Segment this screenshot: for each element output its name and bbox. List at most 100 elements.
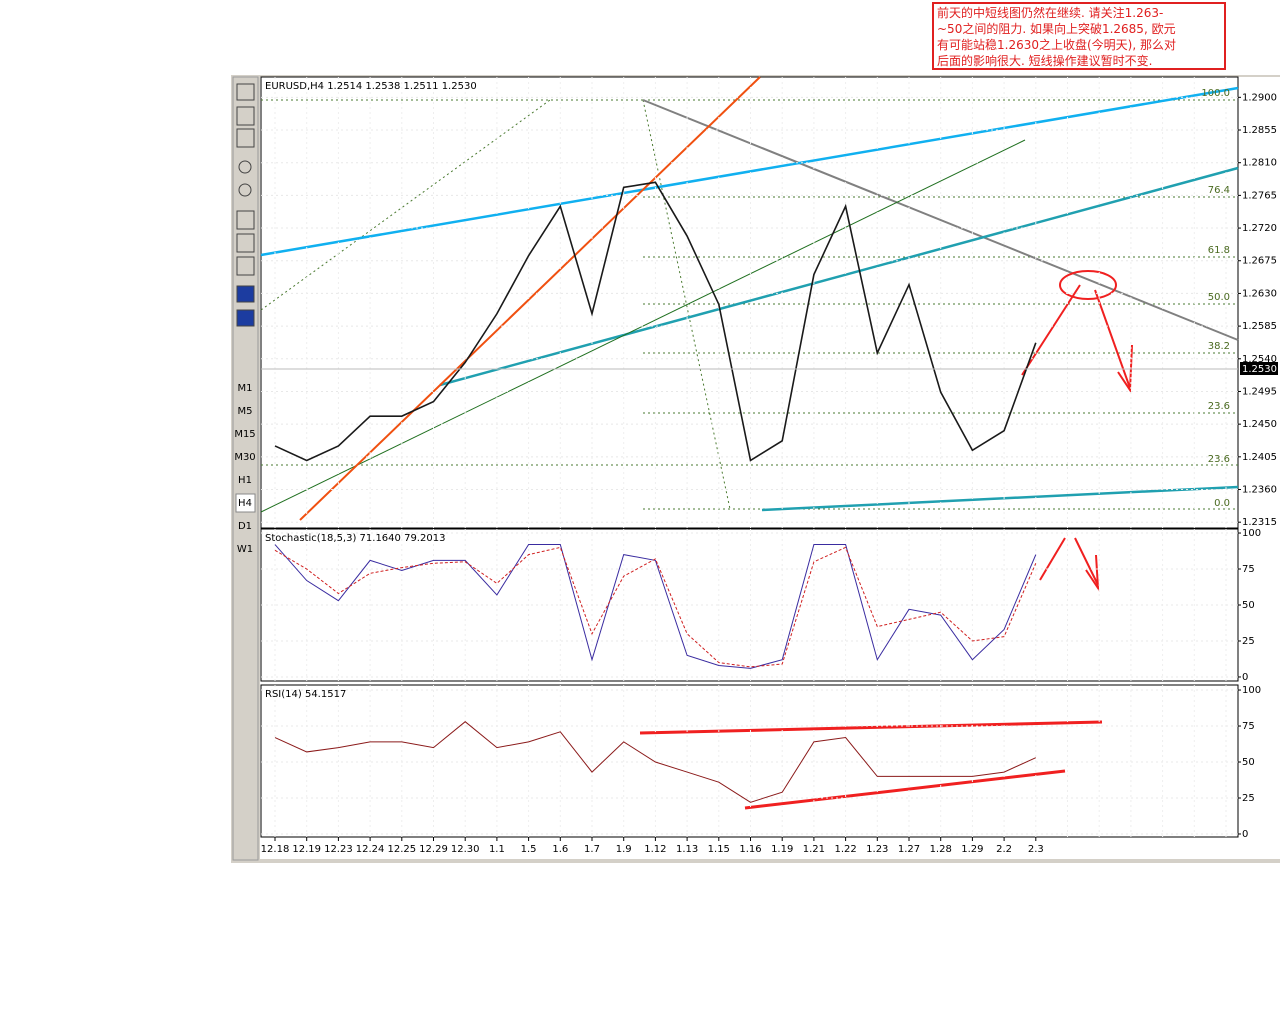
tool-line[interactable] — [236, 128, 255, 148]
x-tick-label: 1.1 — [489, 844, 505, 855]
fib-label: 23.6 — [1208, 454, 1230, 465]
x-tick-label: 12.18 — [261, 844, 290, 855]
y-tick-label: 1.2765 — [1242, 190, 1277, 201]
fib-label: 61.8 — [1208, 245, 1230, 256]
y-tick-label: 1.2495 — [1242, 386, 1277, 397]
period-button[interactable]: M5 — [238, 406, 253, 417]
toolbar — [232, 76, 259, 861]
x-tick-label: 1.12 — [644, 844, 666, 855]
annotations — [639, 270, 1133, 810]
trend-lines — [260, 76, 1239, 521]
period-button[interactable]: M15 — [234, 429, 255, 440]
x-tick-label: 1.13 — [676, 844, 698, 855]
y-tick-label: 1.2540 — [1242, 354, 1277, 365]
x-tick-label: 1.16 — [739, 844, 761, 855]
fib-label: 0.0 — [1214, 498, 1230, 509]
comment-line: 后面的影响很大. 短线操作建议暂时不变. — [937, 54, 1153, 68]
comment-line: 有可能站稳1.2630之上收盘(今明天), 那么对 — [937, 38, 1176, 52]
period-button[interactable]: W1 — [237, 544, 253, 555]
panel-title: RSI(14) 54.1517 — [265, 689, 346, 700]
chart-area — [260, 77, 1280, 859]
tool-candles[interactable] — [236, 106, 255, 126]
x-tick-label: 12.25 — [387, 844, 416, 855]
data-line — [274, 546, 1037, 668]
y-tick-label: 1.2315 — [1242, 517, 1277, 528]
y-tick-label: 1.2675 — [1242, 256, 1277, 267]
y-tick-label: 50 — [1242, 757, 1255, 768]
y-tick-label: 1.2585 — [1242, 321, 1277, 332]
y-tick-label: 75 — [1242, 564, 1255, 575]
fib-label: 38.2 — [1208, 341, 1230, 352]
y-tick-label: 1.2360 — [1242, 485, 1277, 496]
fib-label: 50.0 — [1208, 292, 1230, 303]
period-button[interactable]: H1 — [238, 475, 252, 486]
period-button[interactable]: H4 — [238, 498, 252, 509]
y-tick-label: 1.2630 — [1242, 288, 1277, 299]
period-button[interactable]: D1 — [238, 521, 252, 532]
fib-label: 100.0 — [1201, 88, 1230, 99]
zoom-in[interactable] — [238, 160, 252, 174]
tool-template[interactable] — [236, 285, 255, 303]
y-tick-label: 50 — [1242, 600, 1255, 611]
fib-label: 76.4 — [1208, 185, 1230, 196]
panel-title: Stochastic(18,5,3) 71.1640 79.2013 — [265, 533, 445, 544]
panel-title: EURUSD,H4 1.2514 1.2538 1.2511 1.2530 — [265, 81, 477, 92]
fib-label: 23.6 — [1208, 401, 1230, 412]
comment-box: 前天的中短线图仍然在继续. 请关注1.263- ~50之间的阻力. 如果向上突破1… — [932, 2, 1226, 70]
x-tick-label: 12.29 — [419, 844, 448, 855]
y-tick-label: 1.2720 — [1242, 223, 1277, 234]
y-tick-label: 1.2450 — [1242, 419, 1277, 430]
y-tick-label: 100 — [1242, 685, 1261, 696]
x-tick-label: 2.3 — [1028, 844, 1044, 855]
rsi-panel — [260, 684, 1239, 838]
x-tick-label: 1.7 — [584, 844, 600, 855]
data-line — [274, 544, 1037, 669]
price-panel — [260, 76, 1239, 529]
data-line — [274, 721, 1037, 803]
zoom-out[interactable] — [238, 183, 252, 197]
y-tick-label: 75 — [1242, 721, 1255, 732]
tool-shift[interactable] — [236, 233, 255, 253]
price-tag — [1240, 362, 1278, 375]
tool-cursor[interactable] — [236, 83, 255, 101]
y-tick-label: 0 — [1242, 672, 1248, 683]
y-tick-label: 100 — [1242, 528, 1261, 539]
tool-expert[interactable] — [236, 256, 255, 276]
x-tick-label: 1.29 — [961, 844, 983, 855]
x-tick-label: 1.19 — [771, 844, 793, 855]
y-tick-label: 25 — [1242, 636, 1255, 647]
x-tick-label: 1.27 — [898, 844, 920, 855]
period-button[interactable]: M1 — [238, 383, 253, 394]
y-tick-label: 0 — [1242, 829, 1248, 840]
last-price: 1.2530 — [1242, 364, 1277, 375]
y-tick-label: 1.2810 — [1242, 158, 1277, 169]
y-tick-label: 1.2855 — [1242, 125, 1277, 136]
period-selected — [235, 493, 256, 513]
y-tick-label: 1.2900 — [1242, 92, 1277, 103]
x-tick-label: 12.19 — [292, 844, 321, 855]
period-button[interactable]: M30 — [234, 452, 255, 463]
x-tick-label: 1.9 — [616, 844, 632, 855]
tool-periods[interactable] — [236, 309, 255, 327]
x-tick-label: 12.23 — [324, 844, 353, 855]
x-tick-label: 1.21 — [803, 844, 825, 855]
fib-lines — [260, 99, 1238, 510]
comment-line: ~50之间的阻力. 如果向上突破1.2685, 欧元 — [937, 22, 1176, 36]
x-tick-label: 1.6 — [552, 844, 568, 855]
tool-scroll[interactable] — [236, 210, 255, 230]
y-tick-label: 25 — [1242, 793, 1255, 804]
comment-line: 前天的中短线图仍然在继续. 请关注1.263- — [937, 6, 1164, 20]
x-tick-label: 12.24 — [356, 844, 385, 855]
x-tick-label: 2.2 — [996, 844, 1012, 855]
x-tick-label: 1.22 — [834, 844, 856, 855]
data-line — [274, 181, 1037, 462]
x-tick-label: 1.15 — [708, 844, 730, 855]
y-tick-label: 1.2405 — [1242, 452, 1277, 463]
toolbar-icons — [236, 83, 255, 327]
x-tick-label: 12.30 — [451, 844, 480, 855]
x-tick-label: 1.28 — [930, 844, 952, 855]
x-tick-label: 1.5 — [521, 844, 537, 855]
x-tick-label: 1.23 — [866, 844, 888, 855]
